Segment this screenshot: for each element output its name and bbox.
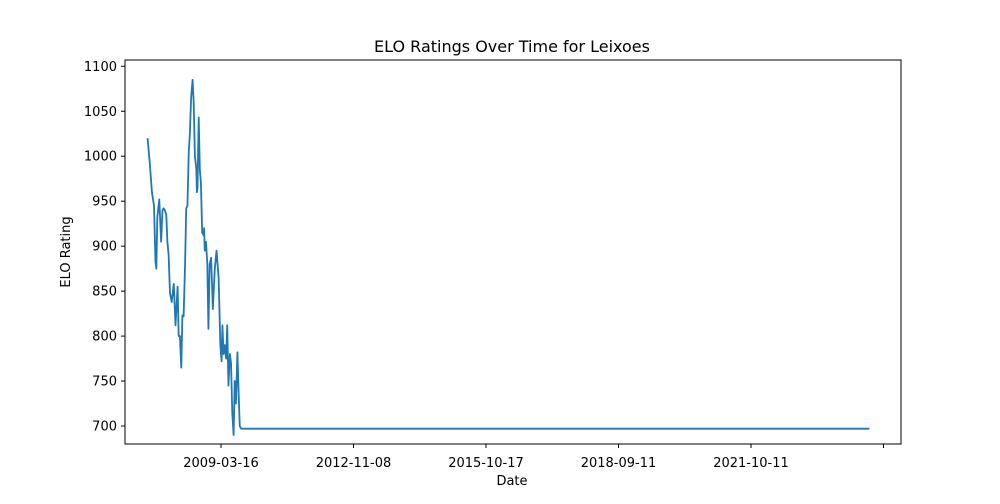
- x-axis-label: Date: [496, 474, 527, 489]
- x-tick-label: 2021-10-11: [713, 456, 789, 471]
- x-tick-label: 2009-03-16: [183, 456, 259, 471]
- plot-area-frame: [124, 59, 902, 445]
- y-tick-label: 900: [92, 240, 117, 255]
- x-axis-ticks: 2009-03-16 2012-11-08 2015-10-17 2018-09-11…: [183, 444, 884, 471]
- y-tick-label: 1000: [84, 150, 117, 165]
- x-tick-label: 2012-11-08: [316, 456, 392, 471]
- chart-title: ELO Ratings Over Time for Leixoes: [374, 37, 650, 56]
- y-axis-ticks: 700 750 800 850 900 950 1000 1050 1100: [84, 60, 125, 435]
- plot-line-layer: [146, 78, 870, 436]
- y-tick-label: 700: [92, 420, 117, 435]
- y-tick-label: 750: [92, 375, 117, 390]
- y-tick-label: 1050: [84, 105, 117, 120]
- y-tick-label: 800: [92, 330, 117, 345]
- series-line: [146, 78, 870, 436]
- y-axis-label: ELO Rating: [59, 216, 74, 287]
- y-tick-label: 1100: [84, 60, 117, 75]
- y-tick-label: 850: [92, 285, 117, 300]
- y-tick-label: 950: [92, 195, 117, 210]
- x-tick-label: 2018-09-11: [581, 456, 657, 471]
- x-tick-label: 2015-10-17: [448, 456, 524, 471]
